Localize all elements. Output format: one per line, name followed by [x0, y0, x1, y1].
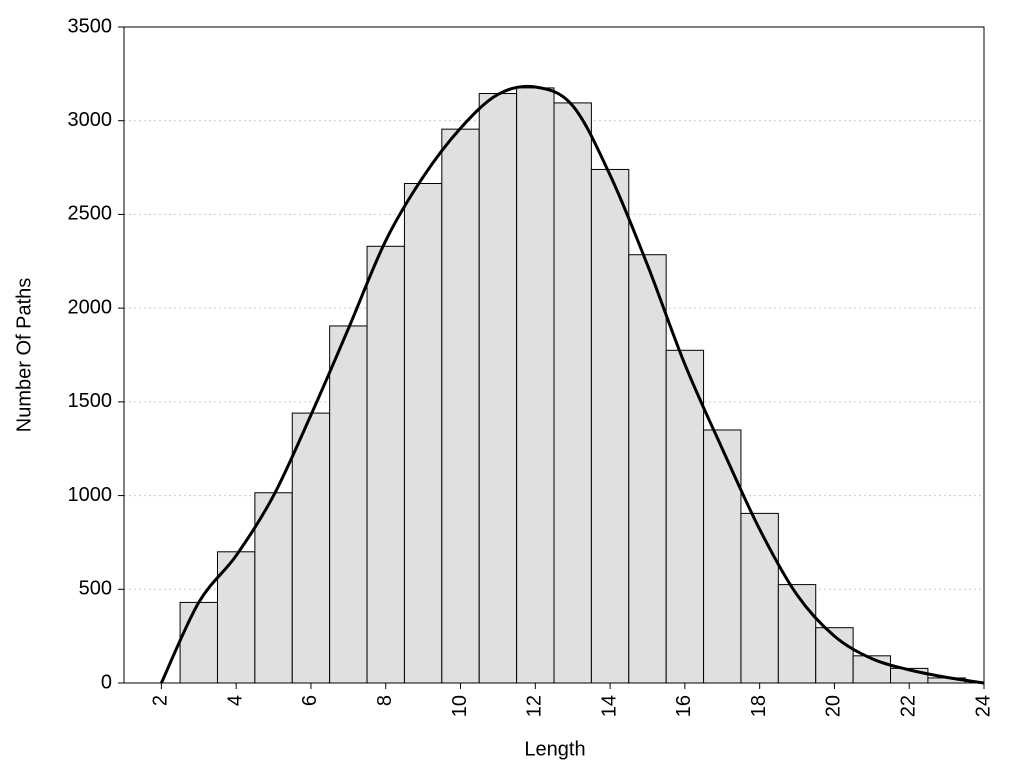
bar	[852, 655, 892, 684]
bar	[665, 349, 705, 684]
y-tick-label: 500	[79, 578, 112, 600]
y-tick-label: 1000	[68, 484, 113, 506]
bar	[740, 512, 779, 684]
plot-frame	[123, 26, 985, 684]
x-tick-label: 22	[897, 695, 919, 717]
bar	[516, 87, 555, 684]
y-tick-label: 1500	[68, 390, 113, 412]
bar	[403, 183, 443, 684]
y-tick-label: 2500	[68, 203, 113, 225]
x-tick-label: 20	[823, 695, 845, 717]
y-tick-label: 2000	[68, 296, 113, 318]
x-tick-label: 18	[748, 695, 770, 717]
bar	[478, 93, 518, 684]
bar	[590, 168, 630, 684]
x-tick-label: 12	[524, 695, 546, 717]
bar	[777, 584, 817, 684]
x-tick-label: 4	[224, 695, 246, 706]
bar	[291, 412, 331, 684]
x-tick-label: 8	[374, 695, 396, 706]
bar	[703, 429, 742, 684]
y-axis-label: Number Of Paths	[13, 278, 35, 433]
x-tick-label: 14	[598, 695, 620, 717]
bar	[179, 601, 218, 684]
bar	[553, 102, 592, 684]
x-tick-label: 6	[299, 695, 321, 706]
x-axis-label: Length	[524, 738, 585, 760]
bar	[329, 325, 368, 684]
x-tick-label: 24	[972, 695, 994, 717]
y-tick-label: 3500	[68, 15, 113, 37]
bar	[628, 254, 667, 684]
y-tick-label: 0	[101, 671, 112, 693]
density-curve	[160, 84, 985, 685]
bar	[441, 128, 480, 684]
x-tick-label: 10	[449, 695, 471, 717]
x-tick-label: 16	[673, 695, 695, 717]
x-tick-label: 2	[150, 695, 172, 706]
y-tick-label: 3000	[68, 109, 113, 131]
bar	[366, 245, 405, 684]
